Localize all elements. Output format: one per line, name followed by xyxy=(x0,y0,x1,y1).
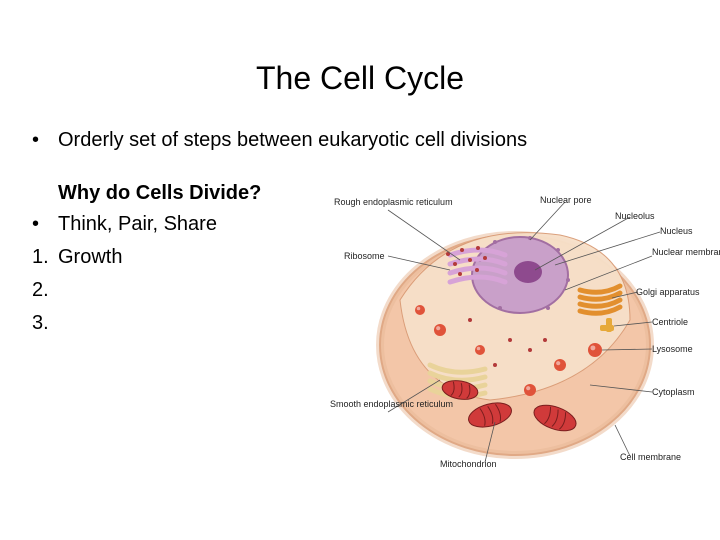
list-item: • Think, Pair, Share xyxy=(28,211,368,238)
label-rough-er: Rough endoplasmic reticulum xyxy=(334,198,453,207)
list-column: • Think, Pair, Share 1. Growth 2. 3. xyxy=(28,211,368,337)
label-centriole: Centriole xyxy=(652,318,688,327)
slide: The Cell Cycle • Orderly set of steps be… xyxy=(0,0,720,540)
bullet-mark: • xyxy=(28,127,58,154)
list-text: Growth xyxy=(58,244,368,271)
list-mark: 1. xyxy=(28,244,58,271)
slide-title: The Cell Cycle xyxy=(28,60,692,97)
cell-svg xyxy=(330,190,700,480)
list-mark: • xyxy=(28,211,58,238)
label-mitochondrion: Mitochondrion xyxy=(440,460,497,469)
list-item: 2. xyxy=(28,277,368,304)
label-lysosome: Lysosome xyxy=(652,345,693,354)
label-nuclear-membrane: Nuclear membrane xyxy=(652,248,720,257)
label-golgi: Golgi apparatus xyxy=(636,288,700,297)
intro-bullet: • Orderly set of steps between eukaryoti… xyxy=(28,127,692,154)
label-nucleus: Nucleus xyxy=(660,227,693,236)
label-nuclear-pore: Nuclear pore xyxy=(540,196,592,205)
cell-diagram: Rough endoplasmic reticulum Ribosome Smo… xyxy=(330,190,700,480)
label-cytoplasm: Cytoplasm xyxy=(652,388,695,397)
list-mark: 2. xyxy=(28,277,58,304)
intro-text: Orderly set of steps between eukaryotic … xyxy=(58,127,692,154)
list-mark: 3. xyxy=(28,310,58,337)
list-item: 1. Growth xyxy=(28,244,368,271)
list-text: Think, Pair, Share xyxy=(58,211,368,238)
label-smooth-er: Smooth endoplasmic reticulum xyxy=(330,400,453,409)
list-item: 3. xyxy=(28,310,368,337)
label-nucleolus: Nucleolus xyxy=(615,212,655,221)
label-cell-membrane: Cell membrane xyxy=(620,453,681,462)
label-ribosome: Ribosome xyxy=(344,252,385,261)
